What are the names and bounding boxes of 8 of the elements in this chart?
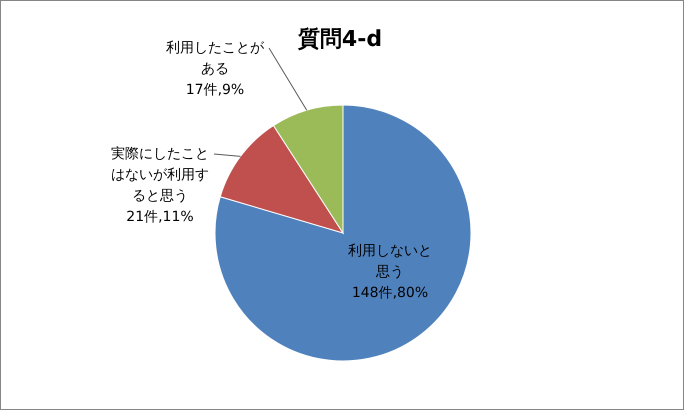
slice-label: 実際にしたことはないが利用すると思う bbox=[111, 146, 209, 204]
slice-label: 利用しないと思う bbox=[348, 243, 432, 280]
pie-slice bbox=[214, 104, 472, 362]
data-label: 17件,9% bbox=[186, 82, 244, 98]
data-label: 148件,80% bbox=[352, 285, 428, 301]
slice-label: 利用したことがある bbox=[166, 40, 265, 77]
data-label: 21件,11% bbox=[126, 209, 194, 225]
chart-title: 質問4-d bbox=[296, 26, 382, 52]
